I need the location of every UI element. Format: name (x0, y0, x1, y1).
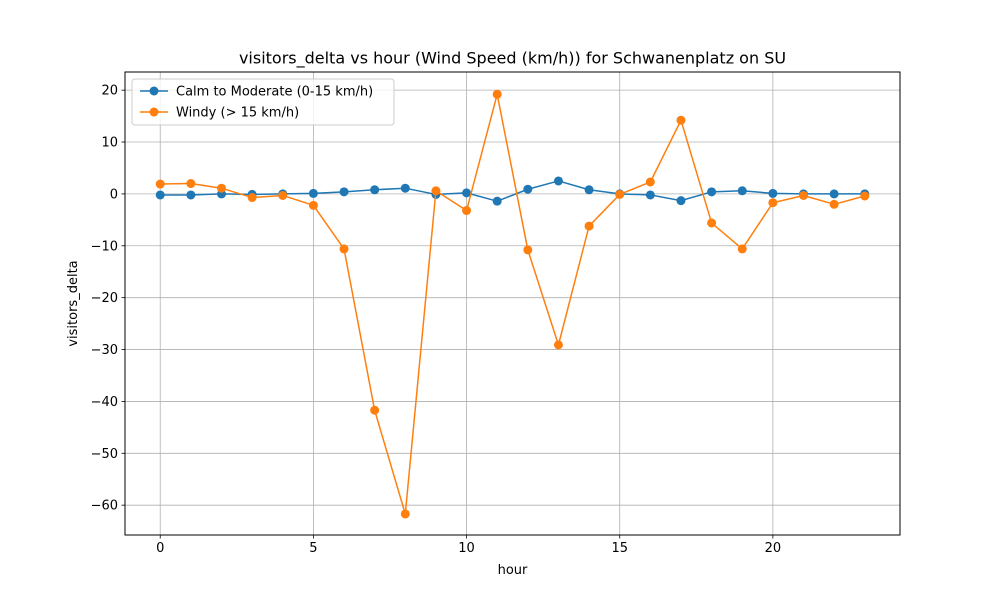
y-tick-label: −50 (91, 447, 118, 462)
data-point-windy-15-km-h (400, 509, 410, 519)
data-point-calm-to-moderate-0-15-km-h (492, 196, 502, 206)
data-point-calm-to-moderate-0-15-km-h (186, 190, 196, 200)
data-point-windy-15-km-h (247, 193, 257, 203)
data-point-windy-15-km-h (370, 405, 380, 415)
legend-marker (149, 107, 159, 117)
x-tick-label: 0 (156, 541, 164, 556)
data-point-calm-to-moderate-0-15-km-h (523, 184, 533, 194)
data-point-calm-to-moderate-0-15-km-h (737, 186, 747, 196)
data-point-calm-to-moderate-0-15-km-h (829, 189, 839, 199)
data-point-calm-to-moderate-0-15-km-h (768, 188, 778, 198)
data-point-calm-to-moderate-0-15-km-h (370, 185, 380, 195)
data-point-windy-15-km-h (523, 245, 533, 255)
series-line-calm-to-moderate-0-15-km-h (160, 180, 865, 202)
y-tick-label: −20 (91, 291, 118, 306)
data-point-calm-to-moderate-0-15-km-h (339, 187, 349, 197)
data-point-windy-15-km-h (155, 179, 165, 189)
data-point-windy-15-km-h (278, 190, 288, 200)
data-point-windy-15-km-h (737, 244, 747, 254)
plot-frame (124, 71, 901, 536)
data-point-windy-15-km-h (645, 177, 655, 187)
x-tick-label: 20 (765, 541, 782, 556)
y-tick-label: −10 (91, 239, 118, 254)
data-point-windy-15-km-h (308, 200, 318, 210)
data-point-windy-15-km-h (186, 179, 196, 189)
data-point-windy-15-km-h (768, 198, 778, 208)
x-tick-label: 5 (309, 541, 317, 556)
y-tick-label: 10 (101, 136, 118, 151)
x-axis-label: hour (498, 563, 528, 578)
data-point-calm-to-moderate-0-15-km-h (584, 185, 594, 195)
y-tick-label: 0 (110, 187, 118, 202)
data-point-windy-15-km-h (431, 186, 441, 196)
x-axis: 0 5 10 15 20 (156, 535, 781, 556)
grid (125, 72, 900, 535)
data-point-windy-15-km-h (216, 183, 226, 193)
series-line-windy-15-km-h (160, 93, 865, 515)
data-point-windy-15-km-h (553, 340, 563, 350)
y-tick-label: 20 (101, 84, 118, 99)
y-tick-label: −30 (91, 343, 118, 358)
y-axis-label: visitors_delta (66, 260, 81, 346)
legend-label: Windy (> 15 km/h) (176, 106, 299, 121)
data-point-windy-15-km-h (339, 244, 349, 254)
data-point-calm-to-moderate-0-15-km-h (400, 183, 410, 193)
data-point-windy-15-km-h (462, 206, 472, 216)
series-group (155, 89, 870, 519)
data-point-windy-15-km-h (492, 89, 502, 99)
data-point-windy-15-km-h (799, 190, 809, 200)
data-point-windy-15-km-h (584, 221, 594, 231)
data-point-calm-to-moderate-0-15-km-h (707, 187, 717, 197)
x-tick-label: 10 (458, 541, 475, 556)
data-point-calm-to-moderate-0-15-km-h (308, 188, 318, 198)
legend: Calm to Moderate (0-15 km/h) Windy (> 15 … (131, 78, 395, 126)
data-point-calm-to-moderate-0-15-km-h (462, 188, 472, 198)
data-point-windy-15-km-h (615, 189, 625, 199)
data-point-windy-15-km-h (707, 218, 717, 228)
data-point-calm-to-moderate-0-15-km-h (676, 196, 686, 206)
data-point-calm-to-moderate-0-15-km-h (155, 190, 165, 200)
y-axis: −60 −50 −40 −30 −20 −10 0 10 20 (91, 84, 125, 514)
data-point-windy-15-km-h (829, 199, 839, 209)
legend-box (131, 78, 395, 126)
x-tick-label: 15 (611, 541, 628, 556)
data-point-windy-15-km-h (860, 191, 870, 201)
legend-marker (149, 86, 159, 96)
chart-title: visitors_delta vs hour (Wind Speed (km/h… (239, 49, 786, 69)
data-point-calm-to-moderate-0-15-km-h (553, 176, 563, 186)
legend-label: Calm to Moderate (0-15 km/h) (176, 85, 373, 100)
data-point-windy-15-km-h (676, 115, 686, 125)
y-tick-label: −40 (91, 395, 118, 410)
y-tick-label: −60 (91, 499, 118, 514)
data-point-calm-to-moderate-0-15-km-h (645, 190, 655, 200)
